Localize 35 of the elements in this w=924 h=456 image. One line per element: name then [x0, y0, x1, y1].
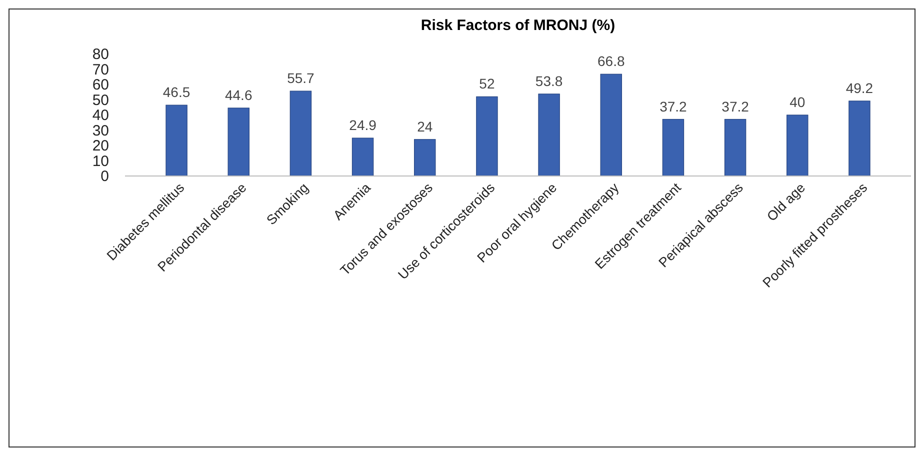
y-tick-label: 70: [92, 61, 109, 78]
data-label: 40: [790, 94, 806, 110]
y-tick-label: 10: [92, 152, 109, 170]
data-label: 52: [479, 76, 495, 92]
data-label: 24.9: [349, 117, 377, 134]
data-label: 37.2: [660, 98, 688, 114]
bar: [352, 138, 374, 176]
bar: [476, 96, 498, 176]
data-label: 55.7: [287, 70, 315, 86]
y-tick-label: 50: [92, 92, 109, 109]
bar: [786, 114, 808, 176]
y-tick-label: 30: [92, 122, 109, 140]
data-label: 66.8: [598, 53, 625, 70]
y-tick-label: 80: [92, 46, 109, 63]
data-label: 49.2: [846, 80, 874, 96]
bar: [228, 108, 250, 176]
y-tick-label: 20: [92, 138, 109, 154]
x-tick-label: Old age: [764, 180, 808, 224]
data-label: 44.6: [224, 86, 252, 103]
data-label: 46.5: [162, 84, 190, 100]
data-label: 37.2: [722, 98, 750, 114]
bar: [724, 118, 746, 176]
data-label: 24: [417, 118, 433, 134]
bar: [662, 118, 684, 176]
bar: [166, 104, 188, 176]
data-label: 53.8: [535, 72, 563, 89]
bar: [538, 94, 560, 176]
chart-title: Risk Factors of MRONJ (%): [420, 17, 616, 34]
y-tick-label: 40: [92, 107, 109, 124]
bar: [848, 100, 870, 176]
bar: [414, 139, 436, 176]
bar: [600, 74, 622, 176]
y-tick-label: 0: [100, 168, 109, 185]
y-tick-label: 60: [92, 76, 109, 94]
bar: [290, 90, 312, 176]
